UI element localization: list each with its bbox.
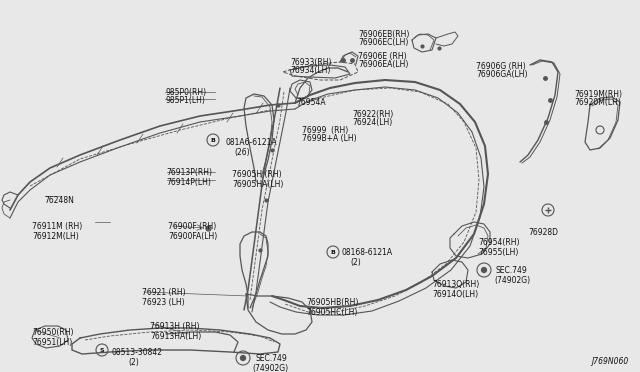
Text: 76921 (RH): 76921 (RH)	[142, 288, 186, 297]
Text: 76920M(LH): 76920M(LH)	[574, 98, 621, 107]
Text: (74902G): (74902G)	[494, 276, 530, 285]
Text: 76906G (RH): 76906G (RH)	[476, 62, 525, 71]
Text: 76955(LH): 76955(LH)	[478, 248, 518, 257]
Text: 76900F (RH): 76900F (RH)	[168, 222, 216, 231]
Text: SEC.749: SEC.749	[496, 266, 528, 275]
Text: 76913H (RH): 76913H (RH)	[150, 322, 200, 331]
Circle shape	[240, 355, 246, 361]
Text: 7699B+A (LH): 7699B+A (LH)	[302, 134, 356, 143]
Text: 76914P(LH): 76914P(LH)	[166, 178, 211, 187]
Text: 76913HA(LH): 76913HA(LH)	[150, 332, 201, 341]
Text: 76914O(LH): 76914O(LH)	[432, 290, 478, 299]
Text: 76922(RH): 76922(RH)	[352, 110, 393, 119]
Text: (74902G): (74902G)	[252, 364, 288, 372]
Text: 76924(LH): 76924(LH)	[352, 118, 392, 127]
Text: 76933(RH): 76933(RH)	[290, 58, 332, 67]
Text: 08168-6121A: 08168-6121A	[342, 248, 393, 257]
Text: (2): (2)	[128, 358, 139, 367]
Text: B: B	[211, 138, 216, 142]
Text: 76248N: 76248N	[44, 196, 74, 205]
Text: 985P1(LH): 985P1(LH)	[165, 96, 205, 105]
Text: (26): (26)	[234, 148, 250, 157]
Text: 76934(LH): 76934(LH)	[290, 66, 330, 75]
Text: 08513-30842: 08513-30842	[112, 348, 163, 357]
Text: 76905HC(LH): 76905HC(LH)	[306, 308, 357, 317]
Text: 76950(RH): 76950(RH)	[32, 328, 74, 337]
Text: B: B	[331, 250, 335, 254]
Text: SEC.749: SEC.749	[256, 354, 288, 363]
Text: 76906EA(LH): 76906EA(LH)	[358, 60, 408, 69]
Text: 76906EC(LH): 76906EC(LH)	[358, 38, 408, 47]
Text: 76951(LH): 76951(LH)	[32, 338, 72, 347]
Text: 76906EB(RH): 76906EB(RH)	[358, 30, 410, 39]
Text: 76906E (RH): 76906E (RH)	[358, 52, 406, 61]
Text: 76919M(RH): 76919M(RH)	[574, 90, 622, 99]
Text: 76954A: 76954A	[296, 98, 326, 107]
Text: J769N060: J769N060	[591, 357, 628, 366]
Text: 76911M (RH): 76911M (RH)	[32, 222, 83, 231]
Text: 76912M(LH): 76912M(LH)	[32, 232, 79, 241]
Text: 76923 (LH): 76923 (LH)	[142, 298, 184, 307]
Text: 76999  (RH): 76999 (RH)	[302, 126, 348, 135]
Text: 76913P(RH): 76913P(RH)	[166, 168, 212, 177]
Text: 081A6-6121A: 081A6-6121A	[226, 138, 278, 147]
Text: 76913Q(RH): 76913Q(RH)	[432, 280, 479, 289]
Text: 985P0(RH): 985P0(RH)	[165, 88, 206, 97]
Text: 76906GA(LH): 76906GA(LH)	[476, 70, 527, 79]
Text: 76905HB(RH): 76905HB(RH)	[306, 298, 358, 307]
Circle shape	[481, 267, 487, 273]
Text: 76905HA(LH): 76905HA(LH)	[232, 180, 284, 189]
Text: 76954(RH): 76954(RH)	[478, 238, 520, 247]
Text: S: S	[100, 347, 104, 353]
Text: 76905H (RH): 76905H (RH)	[232, 170, 282, 179]
Text: 76900FA(LH): 76900FA(LH)	[168, 232, 217, 241]
Text: 76928D: 76928D	[528, 228, 558, 237]
Text: (2): (2)	[350, 258, 361, 267]
